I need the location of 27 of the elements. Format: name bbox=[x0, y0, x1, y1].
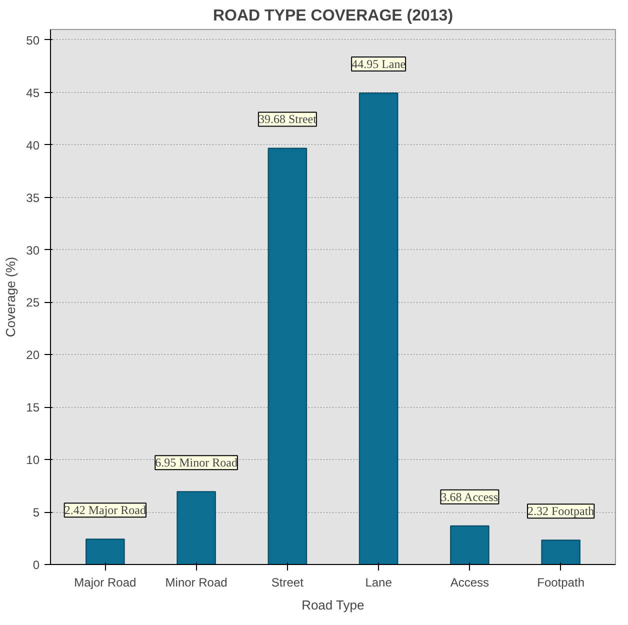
bar bbox=[176, 491, 216, 564]
y-tick-label: 50 bbox=[26, 33, 40, 48]
bar bbox=[86, 538, 125, 564]
x-tick-label: Footpath bbox=[537, 576, 585, 590]
y-tick-label: 20 bbox=[26, 348, 40, 362]
y-tick-label: 10 bbox=[26, 453, 40, 468]
x-axis-title: Road Type bbox=[302, 598, 364, 612]
bar bbox=[268, 148, 308, 564]
y-tick-label: 5 bbox=[32, 506, 40, 520]
x-tick-label: Access bbox=[450, 576, 490, 590]
chart-title: ROAD TYPE COVERAGE (2013) bbox=[212, 8, 454, 24]
bar bbox=[541, 540, 580, 564]
y-tick-label: 30 bbox=[26, 243, 40, 258]
x-tick-label: Lane bbox=[365, 576, 392, 590]
bar bbox=[358, 92, 398, 564]
data-label: 3.68 Access bbox=[440, 490, 498, 504]
x-tick-label: Street bbox=[271, 576, 304, 590]
y-tick-label: 35 bbox=[26, 190, 40, 205]
y-tick-label: 25 bbox=[26, 296, 40, 310]
x-tick-label: Minor Road bbox=[165, 576, 228, 590]
bar bbox=[450, 525, 490, 564]
y-axis-title: Coverage (%) bbox=[3, 256, 18, 338]
x-tick-label: Major Road bbox=[74, 576, 136, 590]
y-tick-label: 0 bbox=[32, 558, 40, 572]
y-tick-label: 15 bbox=[26, 400, 40, 415]
y-tick-label: 45 bbox=[26, 86, 40, 100]
y-tick-label: 40 bbox=[26, 138, 40, 152]
